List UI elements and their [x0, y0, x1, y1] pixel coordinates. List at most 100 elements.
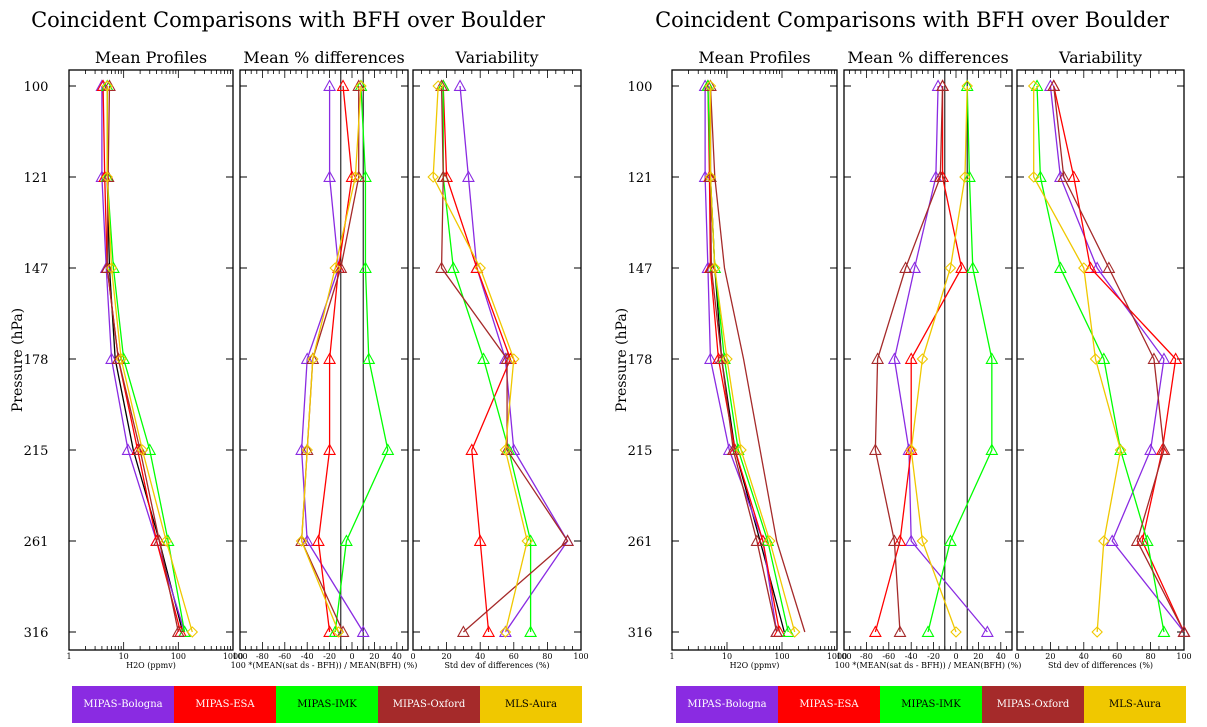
- data-point: [916, 353, 929, 365]
- series-line: [106, 85, 179, 633]
- data-point: [904, 352, 918, 364]
- data-point: [561, 534, 574, 546]
- legend-item: MIPAS-IMK: [276, 686, 378, 723]
- pressure-tick-label: 261: [628, 535, 653, 550]
- data-point: [921, 625, 935, 637]
- series-line: [334, 85, 389, 633]
- x-axis-label: H2O (ppmv): [126, 661, 176, 670]
- panel-frame: [843, 69, 1013, 651]
- data-point: [770, 625, 784, 637]
- legend-item: MLS-Aura: [1084, 686, 1186, 723]
- legend-item: MLS-Aura: [480, 686, 582, 723]
- x-tick-label: -80: [256, 652, 269, 661]
- series-line: [707, 85, 789, 633]
- data-point: [735, 444, 747, 456]
- data-point: [1089, 353, 1102, 365]
- x-axis-label: H2O (ppmv): [730, 661, 780, 670]
- data-point: [339, 534, 353, 546]
- data-point: [950, 626, 962, 638]
- pressure-tick-label: 316: [24, 626, 49, 641]
- data-point: [359, 261, 372, 273]
- series-line: [300, 85, 362, 633]
- x-tick-label: 100: [1176, 652, 1191, 661]
- data-point: [750, 534, 764, 546]
- x-tick-label: 10: [722, 652, 732, 661]
- panel-title: Variability: [1058, 48, 1142, 67]
- data-point: [871, 352, 885, 364]
- data-point: [933, 170, 947, 182]
- data-point: [473, 534, 487, 546]
- x-tick-label: 0: [410, 652, 415, 661]
- data-point: [904, 534, 918, 546]
- data-point: [961, 80, 973, 92]
- panel-title: Variability: [455, 48, 539, 67]
- data-point: [465, 443, 479, 455]
- data-point: [709, 262, 721, 274]
- series-line: [1053, 85, 1185, 633]
- data-point: [985, 443, 999, 455]
- x-tick-label: 40: [996, 652, 1006, 661]
- x-tick-label: 40: [1079, 652, 1089, 661]
- data-point: [359, 170, 372, 182]
- pressure-tick-label: 178: [24, 353, 49, 368]
- data-point: [963, 170, 976, 182]
- panel-title: Mean % differences: [243, 48, 404, 67]
- x-tick-label: 1000: [223, 652, 243, 661]
- data-point: [105, 352, 118, 364]
- series-line: [927, 85, 993, 633]
- data-point: [349, 171, 362, 183]
- pressure-tick-label: 178: [628, 353, 653, 368]
- data-point: [788, 626, 801, 638]
- data-point: [781, 625, 795, 637]
- data-point: [1144, 443, 1158, 455]
- panel-frame: [68, 69, 234, 651]
- data-point: [1091, 626, 1103, 638]
- series-line: [910, 85, 968, 633]
- data-point: [499, 444, 512, 456]
- data-point: [355, 80, 367, 92]
- data-point: [704, 171, 717, 183]
- pressure-tick-label: 215: [24, 444, 49, 459]
- data-point: [462, 170, 475, 182]
- legend-item: MIPAS-Bologna: [676, 686, 778, 723]
- series-line: [1033, 86, 1122, 633]
- x-tick-label: 60: [509, 652, 519, 661]
- x-tick-label: -40: [905, 652, 918, 661]
- data-point: [323, 352, 337, 364]
- data-point: [1102, 261, 1116, 273]
- data-point: [427, 171, 439, 183]
- data-point: [868, 443, 882, 455]
- data-point: [1027, 171, 1040, 183]
- x-tick-label: 0: [953, 652, 958, 661]
- panel-frame: [239, 69, 409, 651]
- x-tick-label: 20: [1045, 652, 1055, 661]
- x-axis-label: 100 *(MEAN(sat ds - BFH)) / MEAN(BFH) (%…: [835, 661, 1022, 670]
- x-tick-label: 20: [973, 652, 983, 661]
- x-tick-label: 1000: [827, 652, 847, 661]
- data-point: [1140, 534, 1154, 546]
- series-line: [893, 85, 988, 633]
- series-line: [1053, 85, 1185, 633]
- x-axis-label: Std dev of differences (%): [444, 661, 549, 670]
- legend-item: MIPAS-Oxford: [982, 686, 1084, 723]
- x-tick-label: 80: [542, 652, 552, 661]
- data-point: [943, 534, 957, 546]
- series-line: [1036, 85, 1165, 633]
- data-point: [1057, 170, 1071, 182]
- panel-title: Mean Profiles: [95, 48, 207, 67]
- x-tick-label: 100: [232, 652, 247, 661]
- data-point: [101, 171, 113, 183]
- x-tick-label: 100: [171, 652, 186, 661]
- x-tick-label: 60: [1112, 652, 1122, 661]
- legend-item: MIPAS-ESA: [778, 686, 880, 723]
- data-point: [1067, 170, 1081, 182]
- data-point: [1030, 79, 1044, 91]
- x-tick-label: 100: [774, 652, 789, 661]
- x-tick-label: 20: [442, 652, 452, 661]
- pressure-tick-label: 121: [24, 171, 49, 186]
- data-point: [1097, 352, 1111, 364]
- x-tick-label: 80: [1146, 652, 1156, 661]
- x-tick-label: -20: [323, 652, 336, 661]
- data-point: [499, 626, 512, 638]
- data-point: [482, 625, 496, 637]
